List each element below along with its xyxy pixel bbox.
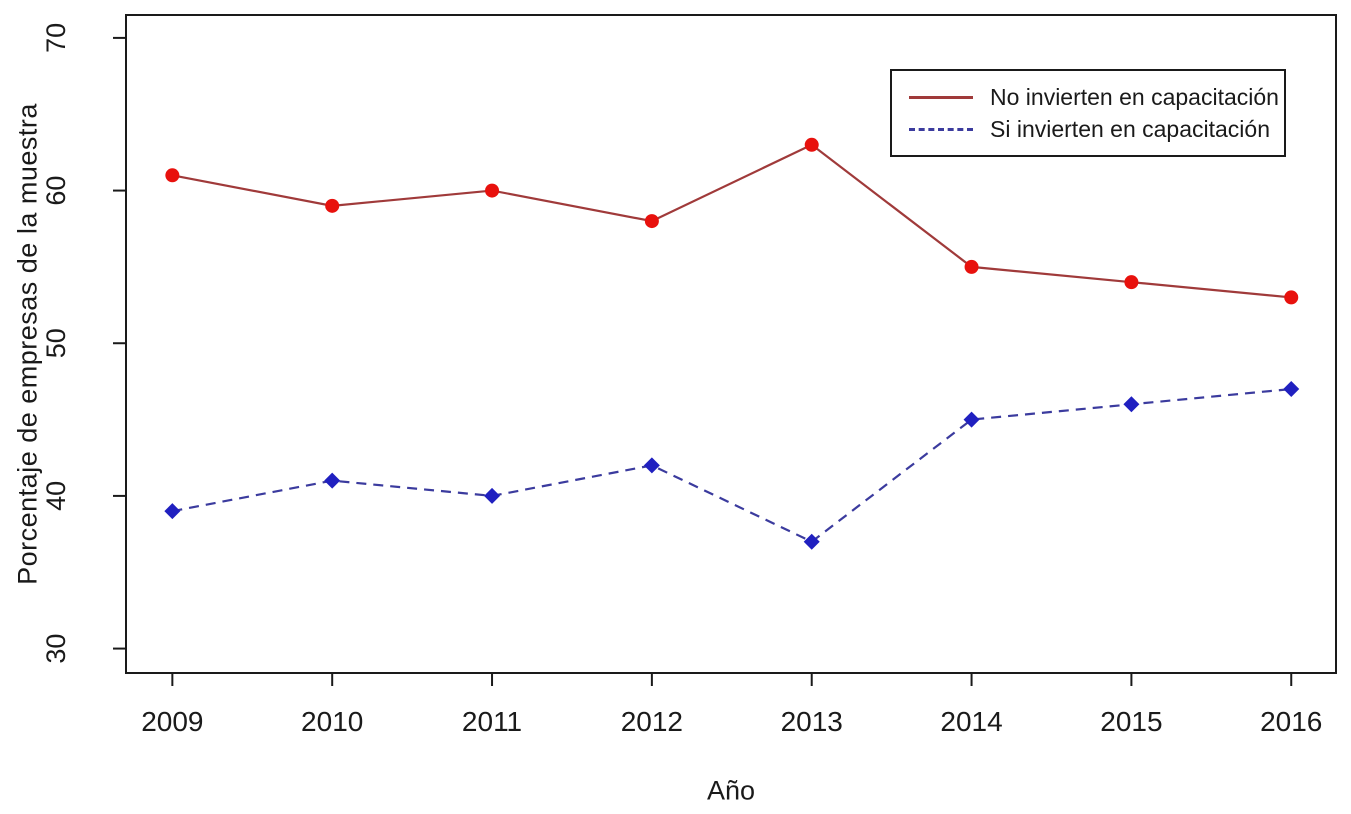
legend-label: No invierten en capacitación [990, 83, 1279, 110]
x-axis-tick-label: 2009 [141, 706, 203, 737]
data-point-marker [1283, 381, 1300, 398]
data-point-marker [1124, 275, 1139, 290]
x-axis-tick-label: 2013 [781, 706, 843, 737]
x-axis-tick-label: 2014 [940, 706, 1002, 737]
y-axis-tick-label: 60 [41, 176, 71, 206]
data-point-marker [1123, 396, 1140, 413]
x-axis-title: Año [706, 775, 756, 806]
data-point-marker [324, 472, 341, 489]
data-point-marker [644, 214, 659, 229]
data-point-marker [804, 137, 819, 152]
data-point-marker [164, 503, 181, 520]
x-axis-tick-label: 2012 [621, 706, 683, 737]
x-axis-tick-label: 2011 [462, 706, 522, 737]
legend-line-sample-dashed [909, 127, 973, 131]
data-point-marker [964, 259, 979, 274]
y-axis-tick-label: 50 [41, 328, 71, 358]
x-axis-tick-label: 2015 [1100, 706, 1162, 737]
data-point-marker [484, 487, 501, 504]
y-axis-tick-label: 40 [41, 481, 71, 511]
data-point-marker [485, 183, 500, 198]
data-point-marker [1284, 290, 1299, 305]
data-point-marker [165, 168, 180, 183]
data-point-marker [803, 533, 820, 550]
legend-item-no-invierten: No invierten en capacitación [892, 84, 1284, 110]
y-axis-tick-label: 70 [41, 23, 71, 53]
data-point-marker [325, 198, 340, 213]
data-point-marker [643, 457, 660, 474]
legend-line-sample-solid [909, 95, 973, 99]
data-point-marker [963, 411, 980, 428]
legend-item-si-invierten: Si invierten en capacitación [892, 116, 1284, 142]
y-axis-title: Porcentaje de empresas de la muestra [12, 103, 43, 585]
x-axis-tick-label: 2016 [1260, 706, 1322, 737]
series-line-si-invierten [172, 387, 1292, 543]
y-axis-tick-label: 30 [41, 634, 71, 664]
x-axis-tick-label: 2010 [301, 706, 363, 737]
legend: No invierten en capacitación Si invierte… [890, 69, 1286, 157]
legend-label: Si invierten en capacitación [990, 115, 1270, 142]
series-line-no-invierten [172, 143, 1292, 299]
